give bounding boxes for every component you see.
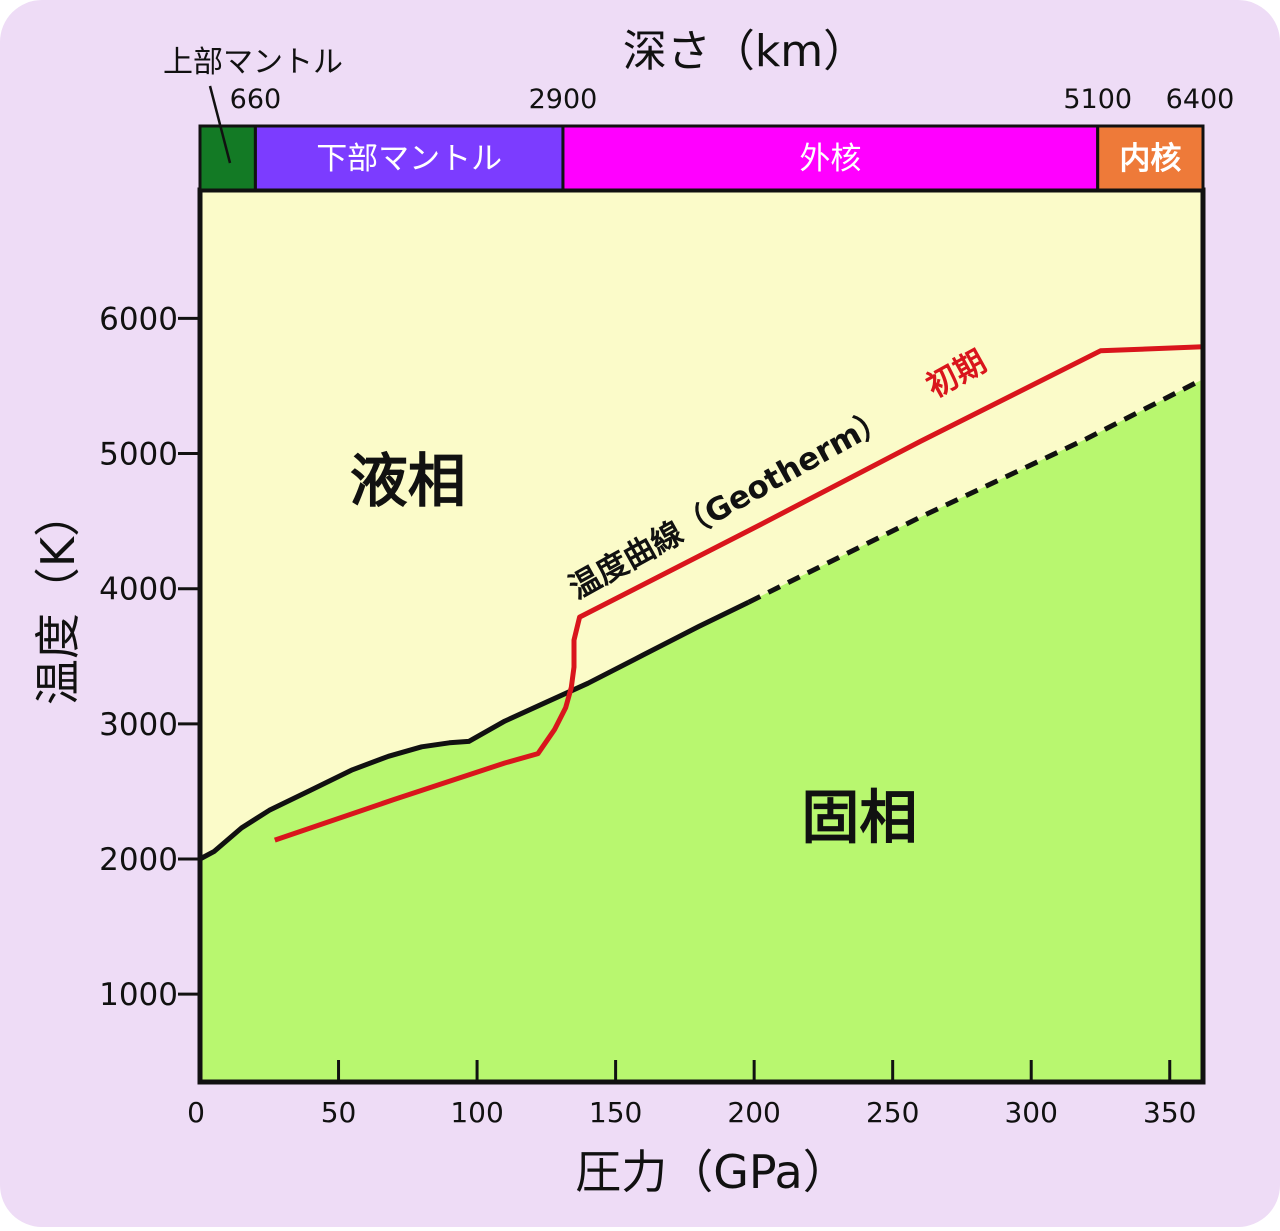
y-tick-label: 2000 <box>99 842 178 878</box>
x-tick-label: 150 <box>589 1096 642 1129</box>
top-axis-label: 深さ（km） <box>623 26 867 77</box>
x-tick-label: 200 <box>727 1096 780 1129</box>
depth-tick-label: 2900 <box>529 84 598 115</box>
y-tick-label: 3000 <box>99 707 178 743</box>
depth-tick-label: 660 <box>230 84 282 115</box>
layer-band <box>1096 124 1205 192</box>
y-tick-label: 6000 <box>99 301 178 337</box>
x-tick-label: 0 <box>187 1096 205 1129</box>
y-tick-label: 5000 <box>99 437 178 473</box>
x-tick-label: 350 <box>1143 1096 1196 1129</box>
melting-curve-dashed <box>747 376 1205 605</box>
liquid-region-label: 液相 <box>350 447 466 515</box>
layer-band <box>253 124 565 192</box>
layer-label: 内核 <box>1119 141 1181 177</box>
melting-curve-line <box>198 599 750 862</box>
x-tick-label: 250 <box>866 1096 919 1129</box>
x-tick-label: 300 <box>1004 1096 1057 1129</box>
solid-region-label: 固相 <box>801 783 917 851</box>
y-tick-label: 1000 <box>99 977 178 1013</box>
layer-leader-line <box>208 85 232 164</box>
x-tick-label: 100 <box>450 1096 503 1129</box>
y-tick-label: 4000 <box>99 572 178 608</box>
depth-tick-label: 5100 <box>1063 84 1132 115</box>
x-axis-label: 圧力（GPa） <box>575 1145 849 1199</box>
layer-label: 外核 <box>799 141 861 177</box>
x-tick-label: 50 <box>321 1096 357 1129</box>
y-axis-label: 温度（K） <box>31 491 85 705</box>
solid-region <box>200 379 1203 1082</box>
geotherm-line <box>273 344 1204 843</box>
layer-label: 下部マントル <box>316 141 502 177</box>
depth-tick-label: 6400 <box>1166 84 1235 115</box>
layer-label: 上部マントル <box>163 45 343 80</box>
